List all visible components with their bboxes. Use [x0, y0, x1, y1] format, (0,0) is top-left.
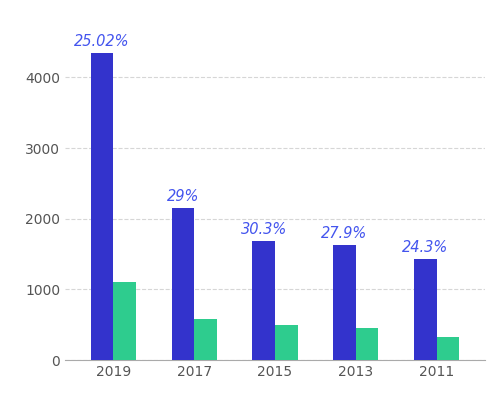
Text: 29%: 29%: [166, 189, 199, 204]
Bar: [275, 325, 297, 360]
Bar: [356, 328, 378, 360]
Bar: [414, 259, 436, 360]
Bar: [333, 245, 356, 360]
Bar: [436, 337, 459, 360]
Text: 27.9%: 27.9%: [322, 226, 368, 241]
Bar: [194, 319, 217, 360]
Text: 30.3%: 30.3%: [240, 222, 287, 238]
Bar: [114, 282, 136, 360]
Text: 24.3%: 24.3%: [402, 240, 448, 255]
Bar: [91, 53, 114, 360]
Text: 25.02%: 25.02%: [74, 34, 130, 49]
Bar: [252, 241, 275, 360]
Bar: [172, 208, 194, 360]
